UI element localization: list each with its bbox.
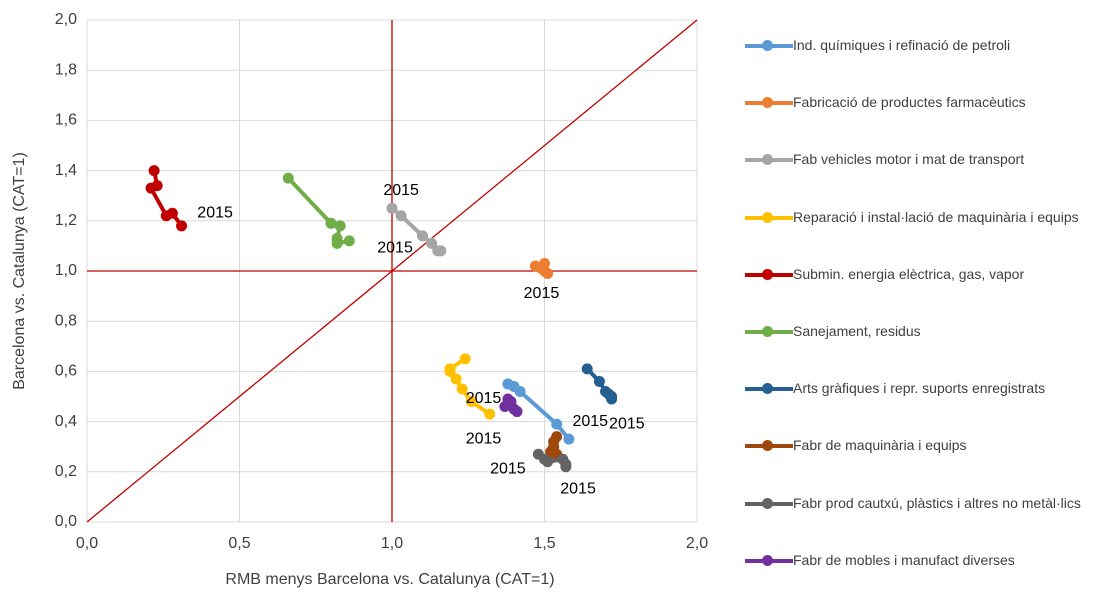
point — [551, 418, 563, 430]
annotation: 2015 — [466, 390, 502, 407]
reference-line — [86, 19, 698, 523]
point — [593, 375, 605, 387]
legend-swatch — [745, 493, 793, 514]
point — [166, 207, 178, 219]
legend-swatch — [745, 92, 793, 113]
x-tick-label: 2,0 — [686, 535, 708, 552]
legend-swatch — [745, 321, 793, 342]
legend-label: Fabr de maquinària i equips — [793, 437, 967, 454]
legend-item: Ind. químiques i refinació de petroli — [745, 35, 1085, 56]
point — [502, 393, 514, 405]
point — [444, 365, 456, 377]
legend-item: Fabr prod cautxú, plàstics i altres no m… — [745, 493, 1085, 514]
point — [331, 237, 343, 249]
series-line — [286, 176, 350, 246]
legend-swatch — [745, 378, 793, 399]
legend-label: Fabricació de productes farmacèutics — [793, 94, 1026, 111]
point — [450, 373, 462, 385]
x-tick-label: 0,5 — [228, 535, 250, 552]
annotation: 2015 — [383, 182, 419, 199]
point — [542, 456, 554, 468]
point — [417, 230, 428, 242]
legend-item: Arts gràfiques i repr. suports enregistr… — [745, 378, 1085, 399]
y-tick-label: 1,2 — [55, 212, 77, 229]
annotation: 2015 — [572, 413, 608, 430]
y-tick-label: 0,6 — [55, 363, 77, 380]
legend-label: Submin. energia elèctrica, gas, vapor — [793, 265, 1025, 282]
point — [145, 182, 157, 194]
point — [426, 237, 438, 249]
y-tick-label: 1,4 — [55, 162, 77, 179]
point — [539, 257, 550, 269]
legend-swatch — [745, 435, 793, 456]
point — [563, 433, 575, 445]
y-tick-label: 0,2 — [55, 463, 77, 480]
legend-swatch — [745, 550, 793, 571]
point — [343, 235, 355, 247]
point — [484, 408, 496, 420]
legend-label: Fabr de mobles i manufact diverses — [793, 551, 1015, 568]
point — [459, 353, 471, 365]
legend-item: Sanejament, residus — [745, 321, 1085, 342]
y-tick-label: 0,8 — [55, 312, 77, 329]
legend-item: Fabr de maquinària i equips — [745, 435, 1085, 456]
point — [435, 245, 447, 257]
annotation: 2015 — [197, 204, 233, 221]
legend-swatch — [745, 35, 793, 56]
point — [325, 217, 337, 229]
point — [560, 461, 572, 473]
legend-item: Reparació i instal·lació de maquinària i… — [745, 207, 1085, 228]
legend-swatch — [745, 207, 793, 228]
point — [465, 396, 477, 408]
legend-item: Fabr de mobles i manufact diverses — [745, 550, 1085, 571]
point — [511, 406, 523, 418]
legend-label: Sanejament, residus — [793, 323, 921, 339]
legend-item: Submin. energia elèctrica, gas, vapor — [745, 264, 1085, 285]
annotation: 2015 — [524, 285, 560, 302]
legend-label: Arts gràfiques i repr. suports enregistr… — [793, 380, 1046, 397]
legend-label: Fab vehicles motor i mat de transport — [793, 151, 1025, 168]
annotation: 2015 — [609, 415, 645, 432]
point — [581, 363, 593, 375]
point — [606, 391, 618, 402]
y-tick-label: 1,6 — [55, 112, 77, 129]
point — [542, 268, 554, 280]
point — [456, 383, 468, 395]
y-tick-label: 2,0 — [55, 11, 77, 28]
point — [148, 165, 160, 177]
legend-swatch — [745, 149, 793, 170]
legend-label: Fabr prod cautxú, plàstics i altres no m… — [793, 494, 1081, 511]
y-tick-label: 0,0 — [55, 513, 77, 530]
annotation: 2015 — [560, 481, 596, 498]
point — [386, 202, 398, 214]
legend-label: Reparació i instal·lació de maquinària i… — [793, 208, 1079, 225]
x-tick-label: 1,5 — [533, 535, 555, 552]
y-tick-label: 1,8 — [55, 61, 77, 78]
legend-item: Fab vehicles motor i mat de transport — [745, 149, 1085, 170]
legend-item: Fabricació de productes farmacèutics — [745, 92, 1085, 113]
point — [334, 220, 346, 232]
y-tick-label: 0,4 — [55, 413, 77, 430]
annotation: 2015 — [490, 461, 526, 478]
x-axis-title: RMB menys Barcelona vs. Catalunya (CAT=1… — [225, 571, 554, 588]
annotation: 2015 — [466, 430, 502, 447]
legend-swatch — [745, 264, 793, 285]
point — [395, 210, 407, 222]
point — [176, 220, 188, 232]
y-tick-label: 1,0 — [55, 262, 77, 279]
x-tick-label: 0,0 — [76, 535, 98, 552]
point — [514, 385, 526, 397]
point — [282, 172, 294, 184]
y-axis-title: Barcelona vs. Catalunya (CAT=1) — [11, 152, 28, 390]
x-tick-label: 1,0 — [381, 535, 403, 552]
legend-label: Ind. químiques i refinació de petroli — [793, 37, 1011, 53]
annotation: 2015 — [377, 240, 413, 257]
